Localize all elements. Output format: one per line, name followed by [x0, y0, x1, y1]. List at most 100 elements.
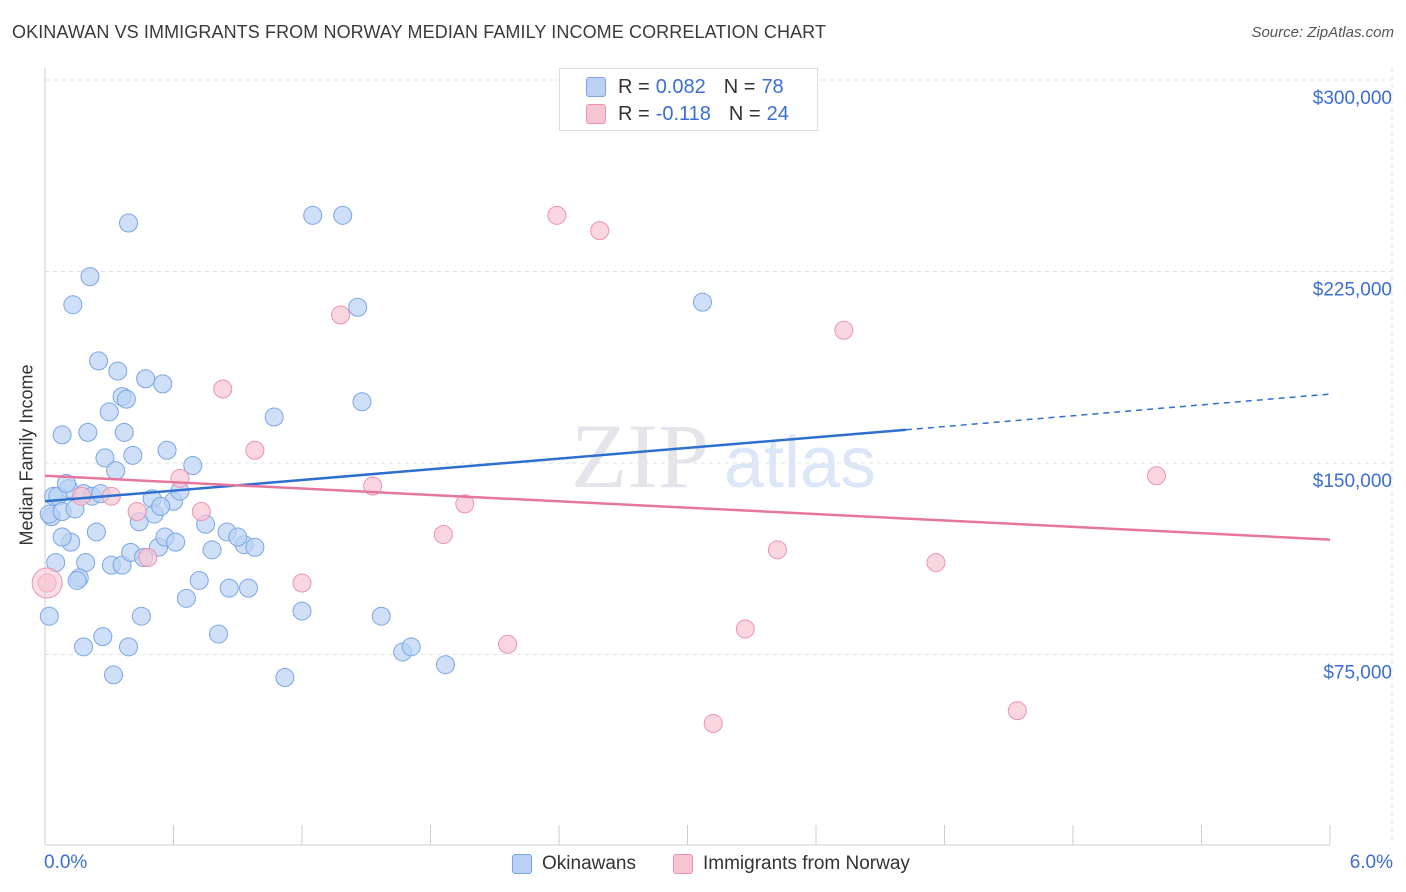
- norway-legend-label: Immigrants from Norway: [703, 853, 910, 874]
- norway-point: [363, 476, 383, 496]
- r-value: 0.082: [655, 75, 706, 98]
- trend-layer: [44, 393, 1331, 541]
- okinawan-point: [104, 665, 124, 685]
- okinawans-legend-label: Okinawans: [542, 853, 636, 874]
- r-label: R =: [618, 102, 650, 125]
- okinawan-point: [183, 456, 203, 476]
- okinawan-point: [52, 425, 72, 445]
- norway-point: [767, 540, 787, 560]
- okinawan-point: [176, 588, 196, 608]
- x-axis-max-label: 6.0%: [1349, 852, 1393, 873]
- norway-point: [331, 305, 351, 325]
- norway-point: [191, 502, 211, 522]
- okinawan-point: [401, 637, 421, 657]
- norway-point: [292, 573, 312, 593]
- okinawan-point: [275, 667, 295, 687]
- correlation-legend: R = 0.082 N = 78 R = -0.118 N = 24: [559, 68, 818, 131]
- okinawan-point: [52, 527, 72, 547]
- okinawan-point: [86, 522, 106, 542]
- okinawan-trend-line: [44, 428, 907, 503]
- norway-point: [71, 486, 91, 506]
- okinawan-point: [99, 402, 119, 422]
- okinawan-point: [78, 422, 98, 442]
- okinawan-point: [157, 440, 177, 460]
- legend-item-okinawans: Okinawans: [512, 852, 636, 876]
- okinawan-point: [303, 205, 323, 225]
- axis-layer: [44, 68, 1331, 846]
- r-label: R =: [618, 75, 650, 98]
- okinawan-point: [74, 637, 94, 657]
- okinawan-point: [238, 578, 258, 598]
- okinawan-point: [151, 496, 171, 516]
- y-tick-label: $300,000: [1313, 88, 1392, 109]
- norway-point: [127, 502, 147, 522]
- n-value: 78: [761, 75, 784, 98]
- okinawan-point: [123, 445, 143, 465]
- okinawan-point: [119, 637, 139, 657]
- okinawan-point: [114, 422, 134, 442]
- okinawan-point: [228, 527, 248, 547]
- norway-point: [735, 619, 755, 639]
- okinawan-point: [264, 407, 284, 427]
- okinawan-point: [371, 606, 391, 626]
- okinawan-point: [63, 295, 83, 315]
- okinawan-point: [116, 389, 136, 409]
- legend-item-norway: Immigrants from Norway: [673, 852, 910, 876]
- okinawan-point: [189, 570, 209, 590]
- watermark-atlas: atlas: [724, 423, 876, 503]
- okinawan-point: [219, 578, 239, 598]
- n-label: N =: [728, 102, 761, 125]
- okinawan-point: [166, 532, 186, 552]
- points-layer: [31, 205, 1167, 733]
- norway-point-cluster: [31, 567, 63, 599]
- norway-point: [138, 547, 158, 567]
- norway-point: [433, 524, 453, 544]
- x-axis-min-label: 0.0%: [44, 852, 88, 873]
- okinawan-point: [80, 267, 100, 287]
- norway-legend-swatch: [673, 854, 693, 874]
- y-tick-label: $150,000: [1313, 471, 1392, 492]
- y-tick-label: $225,000: [1313, 280, 1392, 301]
- norway-point: [703, 713, 723, 733]
- okinawan-point: [136, 369, 156, 389]
- y-tick-labels: $75,000 $150,000 $225,000 $300,000: [1313, 88, 1392, 684]
- okinawan-point: [435, 655, 455, 675]
- okinawan-point: [67, 570, 87, 590]
- norway-point: [455, 494, 475, 514]
- watermark: ZIP atlas: [571, 405, 876, 507]
- n-label: N =: [723, 75, 756, 98]
- okinawan-point: [692, 292, 712, 312]
- okinawan-point: [39, 606, 59, 626]
- norway-point: [590, 221, 610, 241]
- norway-point: [245, 440, 265, 460]
- legend-row-okinawans: R = 0.082 N = 78: [586, 74, 790, 100]
- okinawan-point: [56, 473, 76, 493]
- r-value: -0.118: [655, 102, 711, 125]
- okinawan-point: [333, 205, 353, 225]
- okinawan-point: [348, 297, 368, 317]
- norway-point: [498, 634, 518, 654]
- okinawan-point: [153, 374, 173, 394]
- norway-point: [1007, 701, 1027, 721]
- legend-row-norway: R = -0.118 N = 24: [586, 101, 795, 127]
- norway-point: [926, 553, 946, 573]
- norway-point: [1147, 466, 1167, 486]
- okinawan-point: [93, 627, 113, 647]
- norway-point: [213, 379, 233, 399]
- okinawan-point: [108, 361, 128, 381]
- grid-layer: [45, 68, 1393, 845]
- source-label: Source: ZipAtlas.com: [1251, 24, 1394, 41]
- okinawan-point: [89, 351, 109, 371]
- norway-point: [170, 468, 190, 488]
- okinawan-point: [202, 540, 222, 560]
- y-axis-label: Median Family Income: [16, 364, 37, 546]
- n-value: 24: [766, 102, 789, 125]
- okinawan-point: [245, 537, 265, 557]
- okinawan-point: [119, 213, 139, 233]
- norway-point: [547, 205, 567, 225]
- okinawan-point: [208, 624, 228, 644]
- chart-title: OKINAWAN VS IMMIGRANTS FROM NORWAY MEDIA…: [12, 22, 827, 42]
- norway-swatch: [586, 104, 606, 124]
- norway-point: [834, 320, 854, 340]
